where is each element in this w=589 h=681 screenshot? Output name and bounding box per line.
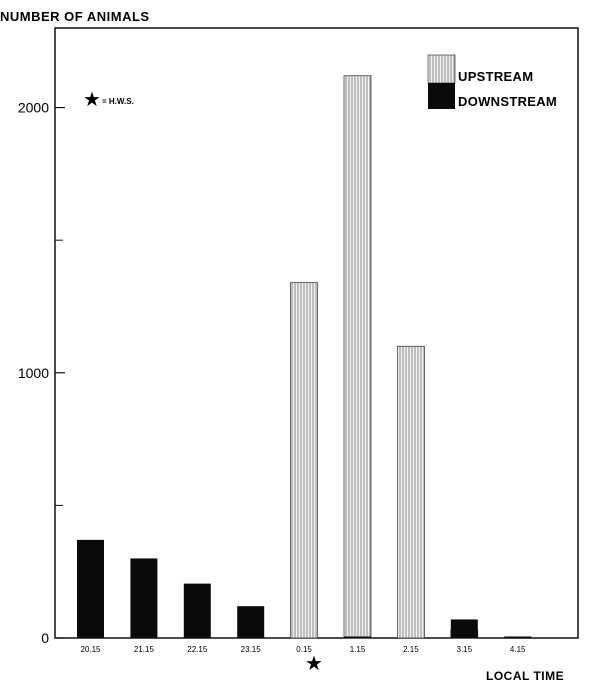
bar-downstream-3.15 (450, 619, 478, 638)
x-tick-label: 23.15 (241, 645, 262, 654)
legend-label-downstream: DOWNSTREAM (458, 94, 557, 109)
legend-swatch-upstream (427, 54, 456, 84)
bar-upstream-0.15 (290, 282, 319, 639)
hws-note: ★ = H.W.S. (83, 89, 134, 111)
x-tick-label: 4.15 (510, 645, 526, 654)
x-tick-label: 20.15 (80, 645, 101, 654)
y-ticks: 0 1000 2000 (18, 100, 65, 646)
legend-label-upstream: UPSTREAM (458, 69, 533, 84)
x-tick-label: 1.15 (350, 645, 366, 654)
bar-downstream-23.15 (237, 606, 265, 638)
y-tick-label: 1000 (18, 365, 49, 381)
y-tick-label: 0 (41, 630, 49, 646)
bar-downstream-21.15 (130, 558, 158, 638)
x-tick-label: 0.15 (296, 645, 312, 654)
bar-upstream-2.15 (396, 345, 425, 639)
y-tick-label: 2000 (18, 100, 49, 116)
bars (77, 75, 532, 639)
x-axis-title: LOCAL TIME (486, 669, 564, 681)
hws-note-text: = H.W.S. (102, 97, 134, 106)
hws-star-icon: ★ (83, 89, 101, 111)
x-tick-label: 2.15 (403, 645, 419, 654)
y-axis-title: NUMBER OF ANIMALS (0, 9, 150, 24)
bar-downstream-1.15 (344, 636, 371, 638)
bar-downstream-4.15 (504, 636, 532, 638)
legend: UPSTREAM DOWNSTREAM (427, 54, 557, 109)
x-tick-label: 22.15 (187, 645, 208, 654)
x-tick-label: 21.15 (134, 645, 155, 654)
bar-downstream-20.15 (77, 539, 104, 638)
bar-downstream-22.15 (183, 583, 211, 638)
x-ticks: 20.15 21.15 22.15 23.15 0.15 1.15 2.15 3.15 4.15 (80, 645, 526, 654)
bar-upstream-1.15 (343, 75, 372, 639)
x-tick-label: 3.15 (457, 645, 473, 654)
legend-swatch-downstream (428, 83, 455, 109)
hws-marker-star-icon: ★ (305, 653, 323, 675)
